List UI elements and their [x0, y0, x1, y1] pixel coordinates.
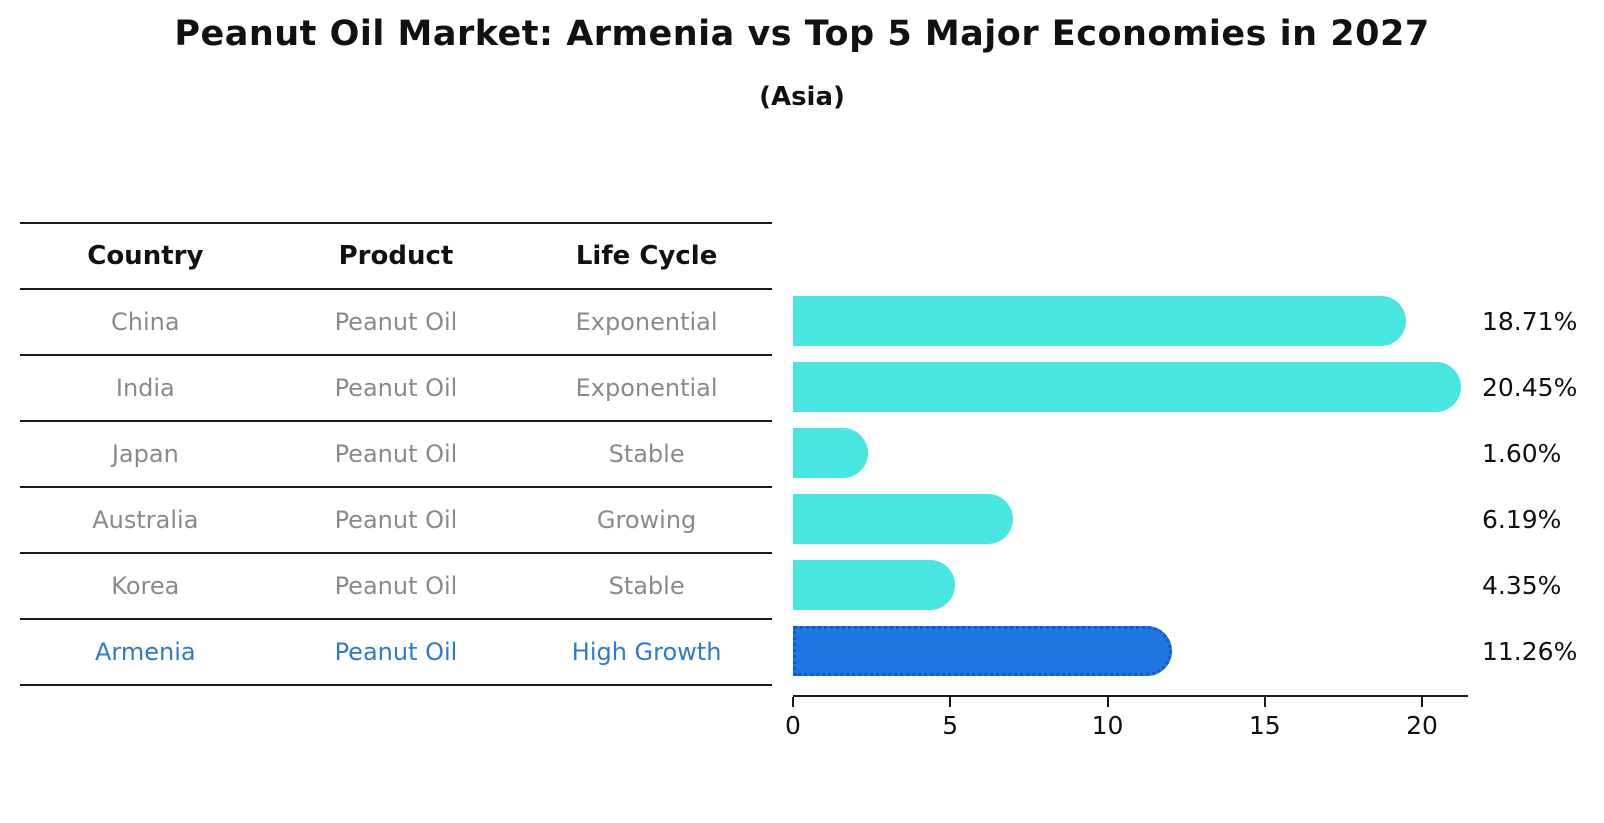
life-cycle-cell: Exponential [575, 308, 718, 336]
x-axis-tick [792, 697, 794, 707]
bar-australia [793, 494, 1013, 544]
chart-subtitle: (Asia) [759, 82, 845, 112]
bar-japan [793, 428, 868, 478]
x-axis: 0 5 10 15 20 [785, 695, 1468, 740]
x-axis-tick-label: 0 [785, 711, 801, 740]
table-body: China Peanut Oil Exponential India Peanut Oi… [20, 290, 772, 686]
country-cell: Armenia [95, 638, 196, 666]
bar-row: 18.71% [793, 288, 1604, 354]
table-row: Korea Peanut Oil Stable [20, 554, 772, 620]
bar-value-label: 4.35% [1482, 570, 1562, 600]
column-header-life-cycle: Life Cycle [575, 241, 718, 271]
x-axis-tick [1421, 697, 1423, 707]
x-axis-tick-label: 5 [942, 711, 959, 740]
bar-row: 11.26% [793, 618, 1604, 684]
chart-title: Peanut Oil Market: Armenia vs Top 5 Majo… [174, 14, 1430, 54]
table-header-row: Country Product Life Cycle [20, 224, 772, 290]
bar-india [793, 362, 1461, 412]
bar-korea [793, 560, 955, 610]
x-axis-tick-label: 10 [1091, 711, 1124, 740]
country-cell: Australia [92, 506, 199, 534]
table-row: Armenia Peanut Oil High Growth [20, 620, 772, 686]
column-header-product: Product [338, 241, 454, 271]
x-axis-tick [1263, 697, 1266, 707]
bar-highlight-armenia [793, 626, 1172, 676]
bar-row: 6.19% [793, 486, 1604, 552]
country-table: Country Product Life Cycle China Peanut O… [20, 222, 772, 686]
country-cell: Japan [111, 440, 179, 468]
table-row: Japan Peanut Oil Stable [20, 422, 772, 488]
product-cell: Peanut Oil [334, 506, 458, 534]
product-cell: Peanut Oil [334, 572, 458, 600]
table-row: China Peanut Oil Exponential [20, 290, 772, 356]
country-cell: Korea [111, 572, 180, 600]
bar-value-label: 6.19% [1482, 504, 1562, 534]
bar-row: 20.45% [793, 354, 1604, 420]
product-cell: Peanut Oil [334, 440, 458, 468]
life-cycle-cell: Stable [608, 572, 685, 600]
x-axis-tick [949, 697, 952, 707]
x-axis-tick-label: 15 [1248, 711, 1281, 740]
table-row: Australia Peanut Oil Growing [20, 488, 772, 554]
country-cell: India [115, 374, 175, 402]
column-header-country: Country [87, 241, 204, 271]
x-axis-tick-label: 20 [1406, 711, 1438, 740]
x-axis-tick [1106, 697, 1109, 707]
bar-value-label: 11.26% [1482, 636, 1578, 666]
bar-value-label: 20.45% [1482, 372, 1578, 402]
life-cycle-cell: Exponential [575, 374, 718, 402]
life-cycle-cell: High Growth [571, 638, 722, 666]
bar-value-label: 18.71% [1482, 306, 1578, 336]
life-cycle-cell: Stable [608, 440, 685, 468]
bar-value-label: 1.60% [1482, 438, 1562, 468]
life-cycle-cell: Growing [596, 506, 697, 534]
country-cell: China [111, 308, 180, 336]
bar-row: 1.60% [793, 420, 1604, 486]
bar-china [793, 296, 1406, 346]
product-cell: Peanut Oil [334, 638, 458, 666]
product-cell: Peanut Oil [334, 374, 458, 402]
table-row: India Peanut Oil Exponential [20, 356, 772, 422]
bar-chart-area: 18.71% 20.45% 1.60% 6.19% 4.35% 11.26% [793, 222, 1604, 684]
product-cell: Peanut Oil [334, 308, 458, 336]
bar-row: 4.35% [793, 552, 1604, 618]
